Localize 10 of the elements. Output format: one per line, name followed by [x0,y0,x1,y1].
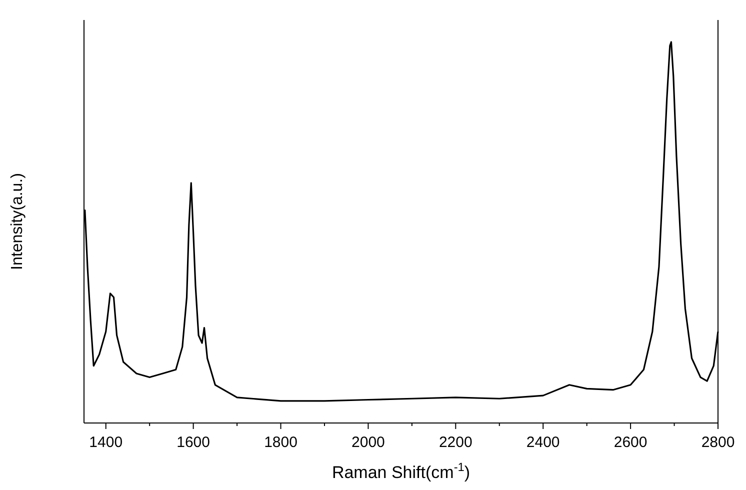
x-tick-label: 1600 [176,434,210,451]
x-axis-title: Raman Shift(cm$^{-1}$) [332,460,470,482]
x-tick-label: 2200 [438,434,472,451]
x-tick-label: 2400 [526,434,560,451]
x-tick-label: 2600 [614,434,648,451]
x-tick-label: 2000 [352,434,385,451]
x-tick-label: 2800 [701,434,735,451]
x-tick-label: 1400 [89,434,123,451]
x-tick-label: 1800 [264,434,298,451]
y-axis-title: Intensity(a.u.) [9,173,26,270]
